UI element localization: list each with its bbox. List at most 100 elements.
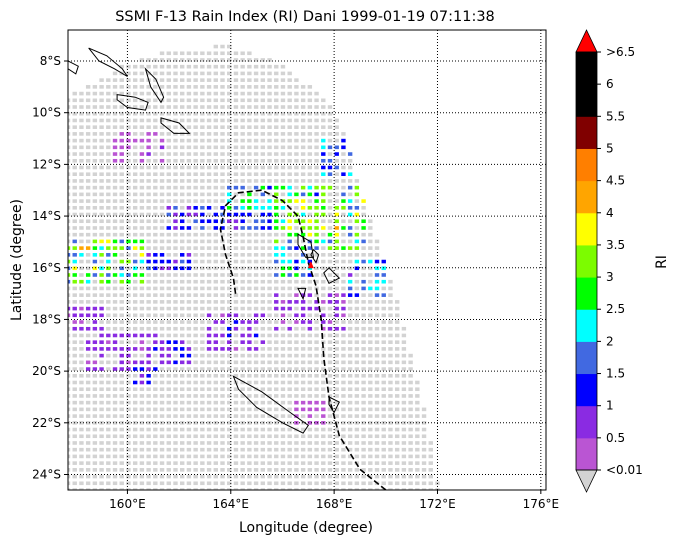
rain-pixel	[321, 199, 326, 203]
rain-pixel	[361, 199, 366, 203]
no-rain-pixel	[253, 78, 259, 82]
no-rain-pixel	[307, 105, 313, 109]
no-rain-pixel	[186, 286, 192, 291]
rain-pixel	[280, 273, 286, 277]
no-rain-pixel	[186, 165, 192, 170]
no-rain-pixel	[321, 447, 326, 452]
no-rain-pixel	[112, 313, 118, 318]
rain-pixel	[79, 246, 84, 250]
rain-pixel	[300, 205, 306, 210]
no-rain-pixel	[119, 205, 124, 210]
no-rain-pixel	[220, 51, 225, 56]
rain-pixel	[99, 353, 104, 358]
no-rain-pixel	[294, 488, 299, 490]
no-rain-pixel	[186, 447, 192, 452]
no-rain-pixel	[206, 488, 212, 490]
no-rain-pixel	[99, 125, 104, 129]
rain-pixel	[327, 165, 333, 170]
no-rain-pixel	[68, 125, 71, 129]
no-rain-pixel	[213, 279, 218, 284]
rain-pixel	[146, 353, 151, 358]
no-rain-pixel	[186, 246, 192, 250]
no-rain-pixel	[287, 78, 292, 82]
no-rain-pixel	[106, 427, 111, 432]
no-rain-pixel	[99, 91, 104, 96]
no-rain-pixel	[72, 347, 77, 351]
no-rain-pixel	[92, 172, 98, 177]
no-rain-pixel	[347, 326, 353, 331]
no-rain-pixel	[354, 434, 360, 439]
no-rain-pixel	[415, 387, 420, 392]
no-rain-pixel	[79, 219, 84, 224]
no-rain-pixel	[321, 253, 326, 257]
no-rain-pixel	[193, 380, 198, 385]
no-rain-pixel	[220, 232, 225, 237]
x-tick-label: 172°E	[419, 497, 456, 511]
no-rain-pixel	[374, 300, 380, 304]
rain-pixel	[294, 293, 299, 297]
no-rain-pixel	[92, 488, 98, 490]
no-rain-pixel	[347, 306, 353, 311]
rain-pixel	[227, 340, 232, 344]
no-rain-pixel	[294, 132, 299, 136]
no-rain-pixel	[240, 387, 245, 392]
no-rain-pixel	[287, 118, 292, 123]
no-rain-pixel	[106, 367, 111, 371]
rain-pixel	[334, 306, 339, 311]
rain-pixel	[247, 320, 252, 324]
no-rain-pixel	[274, 78, 279, 82]
no-rain-pixel	[200, 353, 205, 358]
no-rain-pixel	[186, 468, 192, 472]
no-rain-pixel	[267, 407, 272, 412]
no-rain-pixel	[408, 353, 413, 358]
no-rain-pixel	[307, 300, 313, 304]
no-rain-pixel	[294, 353, 299, 358]
no-rain-pixel	[153, 313, 158, 318]
no-rain-pixel	[85, 199, 91, 203]
rain-pixel	[354, 232, 360, 237]
no-rain-pixel	[307, 279, 313, 284]
rain-pixel	[92, 326, 98, 331]
rain-pixel	[92, 320, 98, 324]
no-rain-pixel	[85, 219, 91, 224]
no-rain-pixel	[92, 219, 98, 224]
no-rain-pixel	[260, 461, 266, 465]
no-rain-pixel	[341, 179, 346, 183]
no-rain-pixel	[213, 205, 218, 210]
no-rain-pixel	[159, 454, 165, 459]
no-rain-pixel	[361, 232, 366, 237]
no-rain-pixel	[132, 179, 138, 183]
no-rain-pixel	[260, 279, 266, 284]
no-rain-pixel	[119, 253, 124, 257]
rain-pixel	[280, 300, 286, 304]
colorbar-label: RI	[654, 255, 670, 269]
no-rain-pixel	[394, 441, 400, 445]
no-rain-pixel	[294, 172, 299, 177]
no-rain-pixel	[206, 71, 212, 76]
rain-pixel	[132, 360, 138, 365]
no-rain-pixel	[341, 421, 346, 425]
rain-pixel	[119, 347, 124, 351]
no-rain-pixel	[247, 279, 252, 284]
no-rain-pixel	[327, 474, 333, 479]
no-rain-pixel	[139, 441, 145, 445]
rain-pixel	[139, 380, 145, 385]
no-rain-pixel	[361, 387, 366, 392]
no-rain-pixel	[267, 58, 272, 62]
no-rain-pixel	[247, 165, 252, 170]
no-rain-pixel	[220, 158, 225, 163]
no-rain-pixel	[106, 286, 111, 291]
no-rain-pixel	[146, 85, 151, 89]
no-rain-pixel	[227, 85, 232, 89]
no-rain-pixel	[307, 152, 313, 156]
no-rain-pixel	[132, 205, 138, 210]
no-rain-pixel	[233, 246, 239, 250]
no-rain-pixel	[233, 85, 239, 89]
no-rain-pixel	[193, 185, 198, 190]
no-rain-pixel	[166, 306, 171, 311]
no-rain-pixel	[280, 145, 286, 150]
rain-pixel	[314, 407, 319, 412]
no-rain-pixel	[401, 367, 407, 371]
no-rain-pixel	[388, 488, 393, 490]
no-rain-pixel	[294, 380, 299, 385]
